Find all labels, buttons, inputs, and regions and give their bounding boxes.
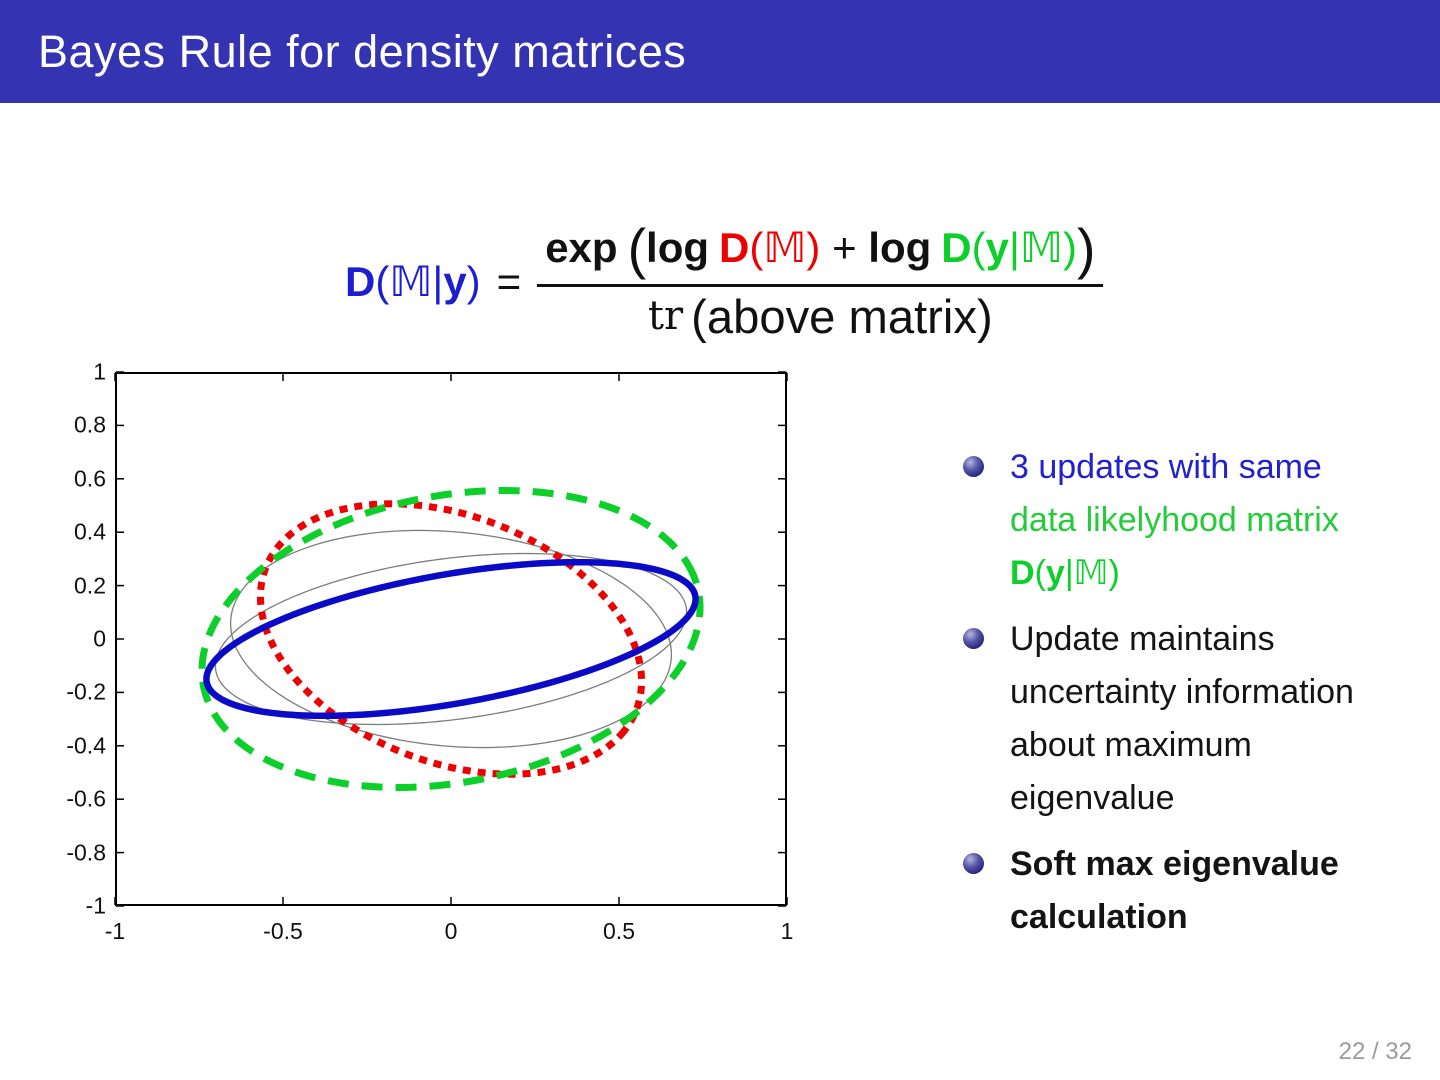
intermediate-update-ellipse-2 [214, 552, 688, 726]
bayes-rule-formula: D(𝕄|y) = exp (log D(𝕄) + log D(y|𝕄)) tr (abo… [345, 218, 1104, 345]
bullet-text: 3 updates with same data likelyhood matr… [1010, 441, 1339, 600]
y-tick-label: -0.4 [66, 732, 106, 759]
equals-sign: = [496, 257, 522, 305]
y-tick-label: -1 [85, 892, 106, 919]
header-bar: Bayes Rule for density matrices [0, 0, 1440, 103]
prior-term: D(𝕄) [719, 222, 821, 272]
formula-lhs: D(𝕄|y) [345, 256, 481, 306]
y-tick-label: 0.8 [74, 411, 106, 438]
y-tick-label: 1 [93, 358, 106, 385]
bullet-line: data likelyhood matrix [1010, 501, 1339, 539]
y-tick-label: 0.6 [74, 465, 106, 492]
fraction-bar [537, 284, 1104, 288]
page-number: 22 / 32 [1338, 1038, 1412, 1065]
bullet-text: Soft max eigenvalue calculation [1010, 838, 1339, 944]
x-tick-label: -0.5 [263, 918, 303, 944]
likelihood-ellipse-green-dashed [198, 487, 704, 791]
x-tick-label: 0 [444, 918, 458, 944]
formula-fraction: exp (log D(𝕄) + log D(y|𝕄)) tr (above matrix… [537, 218, 1104, 345]
likelihood-term: D(y|𝕄) [941, 222, 1077, 272]
list-item-updates: 3 updates with same data likelyhood matr… [963, 441, 1440, 600]
y-tick-label: 0 [93, 625, 106, 652]
axes-frame [115, 372, 787, 906]
plot-canvas [114, 371, 788, 907]
bullet-sphere-icon [963, 628, 984, 649]
density-matrix-ellipse-plot: -1 -0.5 0 0.5 1 1 0.8 0.6 0.4 0.2 0 -0.2 -0.4 -0.6 -0… [66, 359, 793, 945]
bullet-line: 3 updates with same [1010, 448, 1322, 486]
bullet-line: about maximum [1010, 726, 1252, 764]
bullet-line: uncertainty information [1010, 673, 1354, 711]
bullet-line: Update maintains [1010, 620, 1275, 658]
formula-denominator: tr (above matrix) [647, 291, 993, 345]
page-title: Bayes Rule for density matrices [38, 25, 687, 77]
x-tick-label: 1 [780, 918, 794, 944]
x-tick-label: -1 [104, 918, 126, 944]
bullet-line: eigenvalue [1010, 779, 1175, 817]
bullet-text: Update maintains uncertainty information… [1010, 613, 1354, 825]
y-tick-label: 0.4 [74, 518, 106, 545]
bullet-line: calculation [1010, 898, 1188, 936]
list-item-softmax: Soft max eigenvalue calculation [963, 838, 1440, 944]
likelihood-matrix-symbol: D(y|𝕄) [1010, 553, 1120, 593]
y-tick-label: -0.2 [66, 678, 106, 705]
bullet-list: 3 updates with same data likelyhood matr… [963, 441, 1440, 957]
bullet-sphere-icon [963, 853, 984, 874]
x-tick-label: 0.5 [603, 918, 635, 944]
y-tick-label: 0.2 [74, 572, 106, 599]
posterior-ellipse-blue-solid [203, 558, 699, 720]
prior-ellipse-red-dotted [256, 500, 646, 778]
y-tick-label: -0.8 [66, 839, 106, 866]
list-item-uncertainty: Update maintains uncertainty information… [963, 613, 1440, 825]
bullet-line: Soft max eigenvalue [1010, 845, 1339, 883]
bullet-sphere-icon [963, 456, 984, 477]
formula-numerator: exp (log D(𝕄) + log D(y|𝕄)) [545, 218, 1096, 280]
y-tick-label: -0.6 [66, 785, 106, 812]
